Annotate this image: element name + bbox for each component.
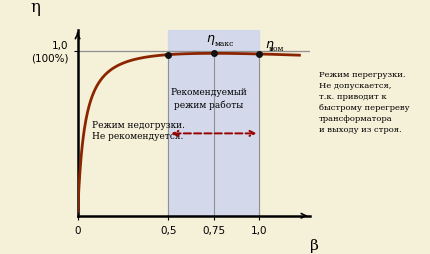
Bar: [168, 30, 259, 216]
Text: $\eta$: $\eta$: [206, 33, 215, 47]
Text: макс: макс: [215, 40, 233, 47]
Text: ном: ном: [268, 45, 283, 53]
Text: Режим недогрузки.
Не рекомендуется.: Режим недогрузки. Не рекомендуется.: [92, 120, 185, 141]
Text: η: η: [31, 0, 40, 16]
Text: Режим перегрузки.
Не допускается,
т.к. приводит к
быстрому перегреву
трансформат: Режим перегрузки. Не допускается, т.к. п…: [318, 71, 408, 134]
Text: $\eta$: $\eta$: [264, 38, 274, 52]
Text: β: β: [310, 238, 319, 252]
Text: Рекомендуемый
режим работы: Рекомендуемый режим работы: [170, 88, 246, 109]
